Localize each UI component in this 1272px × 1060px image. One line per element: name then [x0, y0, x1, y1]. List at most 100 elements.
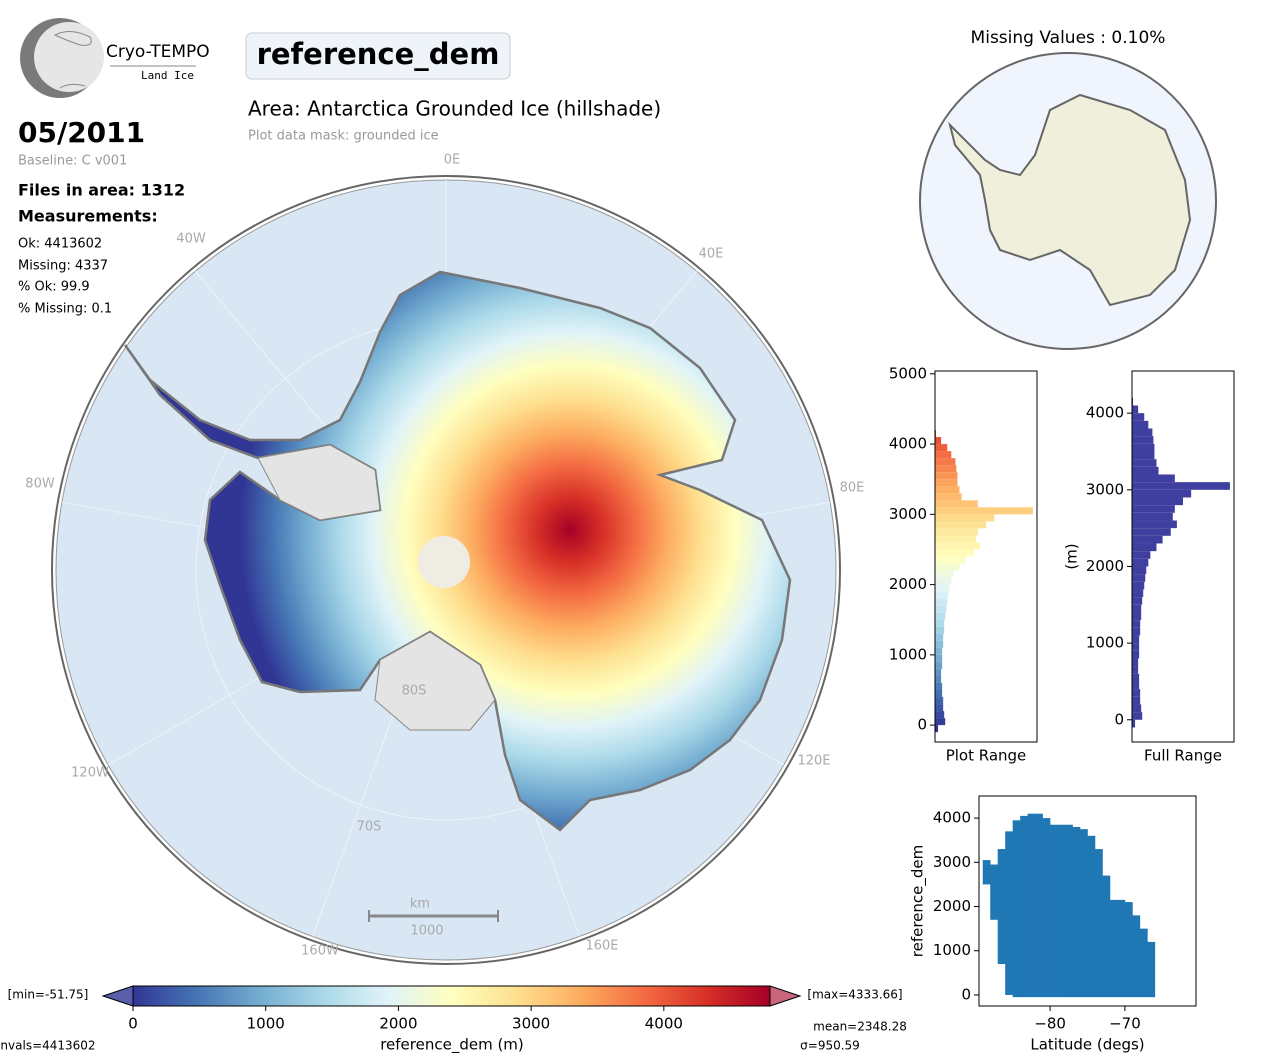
histogram-bar — [935, 647, 943, 655]
std-label: σ=950.59 — [800, 1039, 860, 1053]
scatter-band — [1057, 824, 1066, 998]
histogram-bar — [1132, 566, 1147, 575]
scatter-band — [1124, 902, 1133, 998]
histogram-bar — [935, 472, 958, 480]
histogram-bar — [1132, 558, 1149, 567]
y-tick-label: 3000 — [889, 505, 927, 523]
y-tick-label: 3000 — [1086, 480, 1124, 498]
histogram-bar — [935, 514, 995, 522]
histogram-bar — [935, 458, 956, 466]
y-axis-label: (m) — [1063, 543, 1081, 569]
y-tick-label: 0 — [917, 716, 927, 734]
histogram-bar — [1132, 620, 1141, 628]
histogram-bar — [1132, 597, 1143, 605]
histogram-bar — [935, 451, 952, 459]
histogram-bar — [1132, 719, 1136, 728]
count-label: nvals=4413602 — [0, 1039, 95, 1053]
scatter-band — [1139, 928, 1148, 998]
min-label: [min=-51.75] — [8, 988, 89, 1002]
histogram-bar — [1132, 505, 1175, 513]
histogram-bar — [935, 465, 957, 473]
histogram-bar — [1132, 627, 1141, 636]
y-tick-label: 1000 — [889, 645, 927, 663]
histogram-bar — [935, 598, 948, 606]
histogram-bar — [935, 711, 945, 719]
histogram-bar — [1132, 658, 1139, 667]
scatter-band — [990, 864, 999, 920]
y-axis-label: reference_dem — [909, 845, 928, 958]
x-tick-label: 3000 — [512, 1015, 550, 1033]
histogram-bar — [935, 661, 943, 669]
histogram-bar — [1132, 520, 1177, 529]
y-tick-label: 4000 — [1086, 404, 1124, 422]
scatter-band — [1065, 824, 1073, 998]
histogram-bar — [935, 612, 946, 620]
histogram-bar — [935, 619, 945, 627]
longitude-label: 120W — [71, 766, 109, 781]
histogram-bar — [935, 556, 966, 564]
histogram-bar — [935, 718, 946, 726]
y-tick-label: 0 — [961, 985, 971, 1003]
scatter-band — [1005, 831, 1013, 995]
scatter-band — [1102, 875, 1111, 998]
histogram-bar — [935, 542, 980, 550]
logo-name: Cryo-TEMPO — [106, 42, 210, 62]
histogram-bar — [935, 654, 943, 662]
axes-frame — [934, 370, 1038, 743]
stat: Missing: 4337 — [18, 259, 108, 274]
histogram-bar — [935, 633, 944, 641]
title-box — [245, 32, 511, 80]
histogram-bar — [1132, 397, 1134, 406]
stat: % Ok: 99.9 — [18, 280, 90, 295]
scatter-band — [997, 849, 1006, 964]
histogram-bar — [935, 500, 978, 508]
mask-note: Plot data mask: grounded ice — [248, 129, 439, 144]
x-axis-label: Full Range — [1144, 747, 1222, 765]
histogram-bar — [1132, 681, 1140, 690]
y-tick-label: 2000 — [933, 897, 971, 915]
histogram-bar — [1132, 420, 1149, 429]
scatter-band — [1050, 824, 1058, 998]
histogram-bar — [935, 521, 986, 529]
parameter-title: reference_dem — [257, 37, 500, 71]
axes-frame — [1131, 370, 1235, 743]
measurements-heading: Measurements: — [18, 207, 158, 226]
histogram-bar — [1132, 650, 1140, 659]
y-tick-label: 2000 — [889, 575, 927, 593]
scale-length: 1000 — [410, 924, 443, 939]
histogram-bar — [935, 682, 943, 691]
x-axis-label: Plot Range — [946, 747, 1027, 765]
histogram-bar — [1132, 466, 1159, 475]
histogram-bar — [1132, 489, 1192, 498]
histogram-bar — [1132, 666, 1139, 674]
longitude-label: 80W — [25, 477, 55, 492]
histogram-bar — [935, 584, 950, 592]
scatter-band — [1109, 899, 1118, 998]
histogram-bar — [1132, 581, 1145, 590]
histogram-bar — [1132, 512, 1173, 521]
area-title: Area: Antarctica Grounded Ice (hillshade… — [248, 97, 661, 121]
scatter-band — [1147, 941, 1156, 998]
main-map: km 1000 — [51, 175, 841, 965]
scatter-band — [1132, 915, 1141, 998]
longitude-label: 120E — [797, 754, 830, 769]
histogram-bar — [935, 444, 948, 452]
inset-map: Missing Values : 0.10% — [919, 28, 1217, 350]
colorbar-label: reference_dem (m) — [380, 1036, 524, 1055]
scale-unit: km — [410, 897, 430, 912]
histogram-bar — [1132, 497, 1183, 506]
longitude-label: 160E — [585, 939, 618, 954]
histogram-bar — [1132, 635, 1140, 644]
histogram-bar — [1132, 413, 1145, 421]
histogram-bar — [1132, 643, 1140, 651]
histogram-bar — [1132, 612, 1142, 621]
scatter-band — [1087, 835, 1096, 998]
histogram-bar — [935, 493, 962, 501]
histogram-bar — [1132, 451, 1155, 460]
longitude-label: 80E — [840, 481, 865, 496]
histogram-bar — [935, 697, 944, 705]
histogram-bar — [1132, 543, 1157, 552]
histogram-bar — [935, 668, 942, 676]
histogram-bar — [1132, 443, 1155, 452]
